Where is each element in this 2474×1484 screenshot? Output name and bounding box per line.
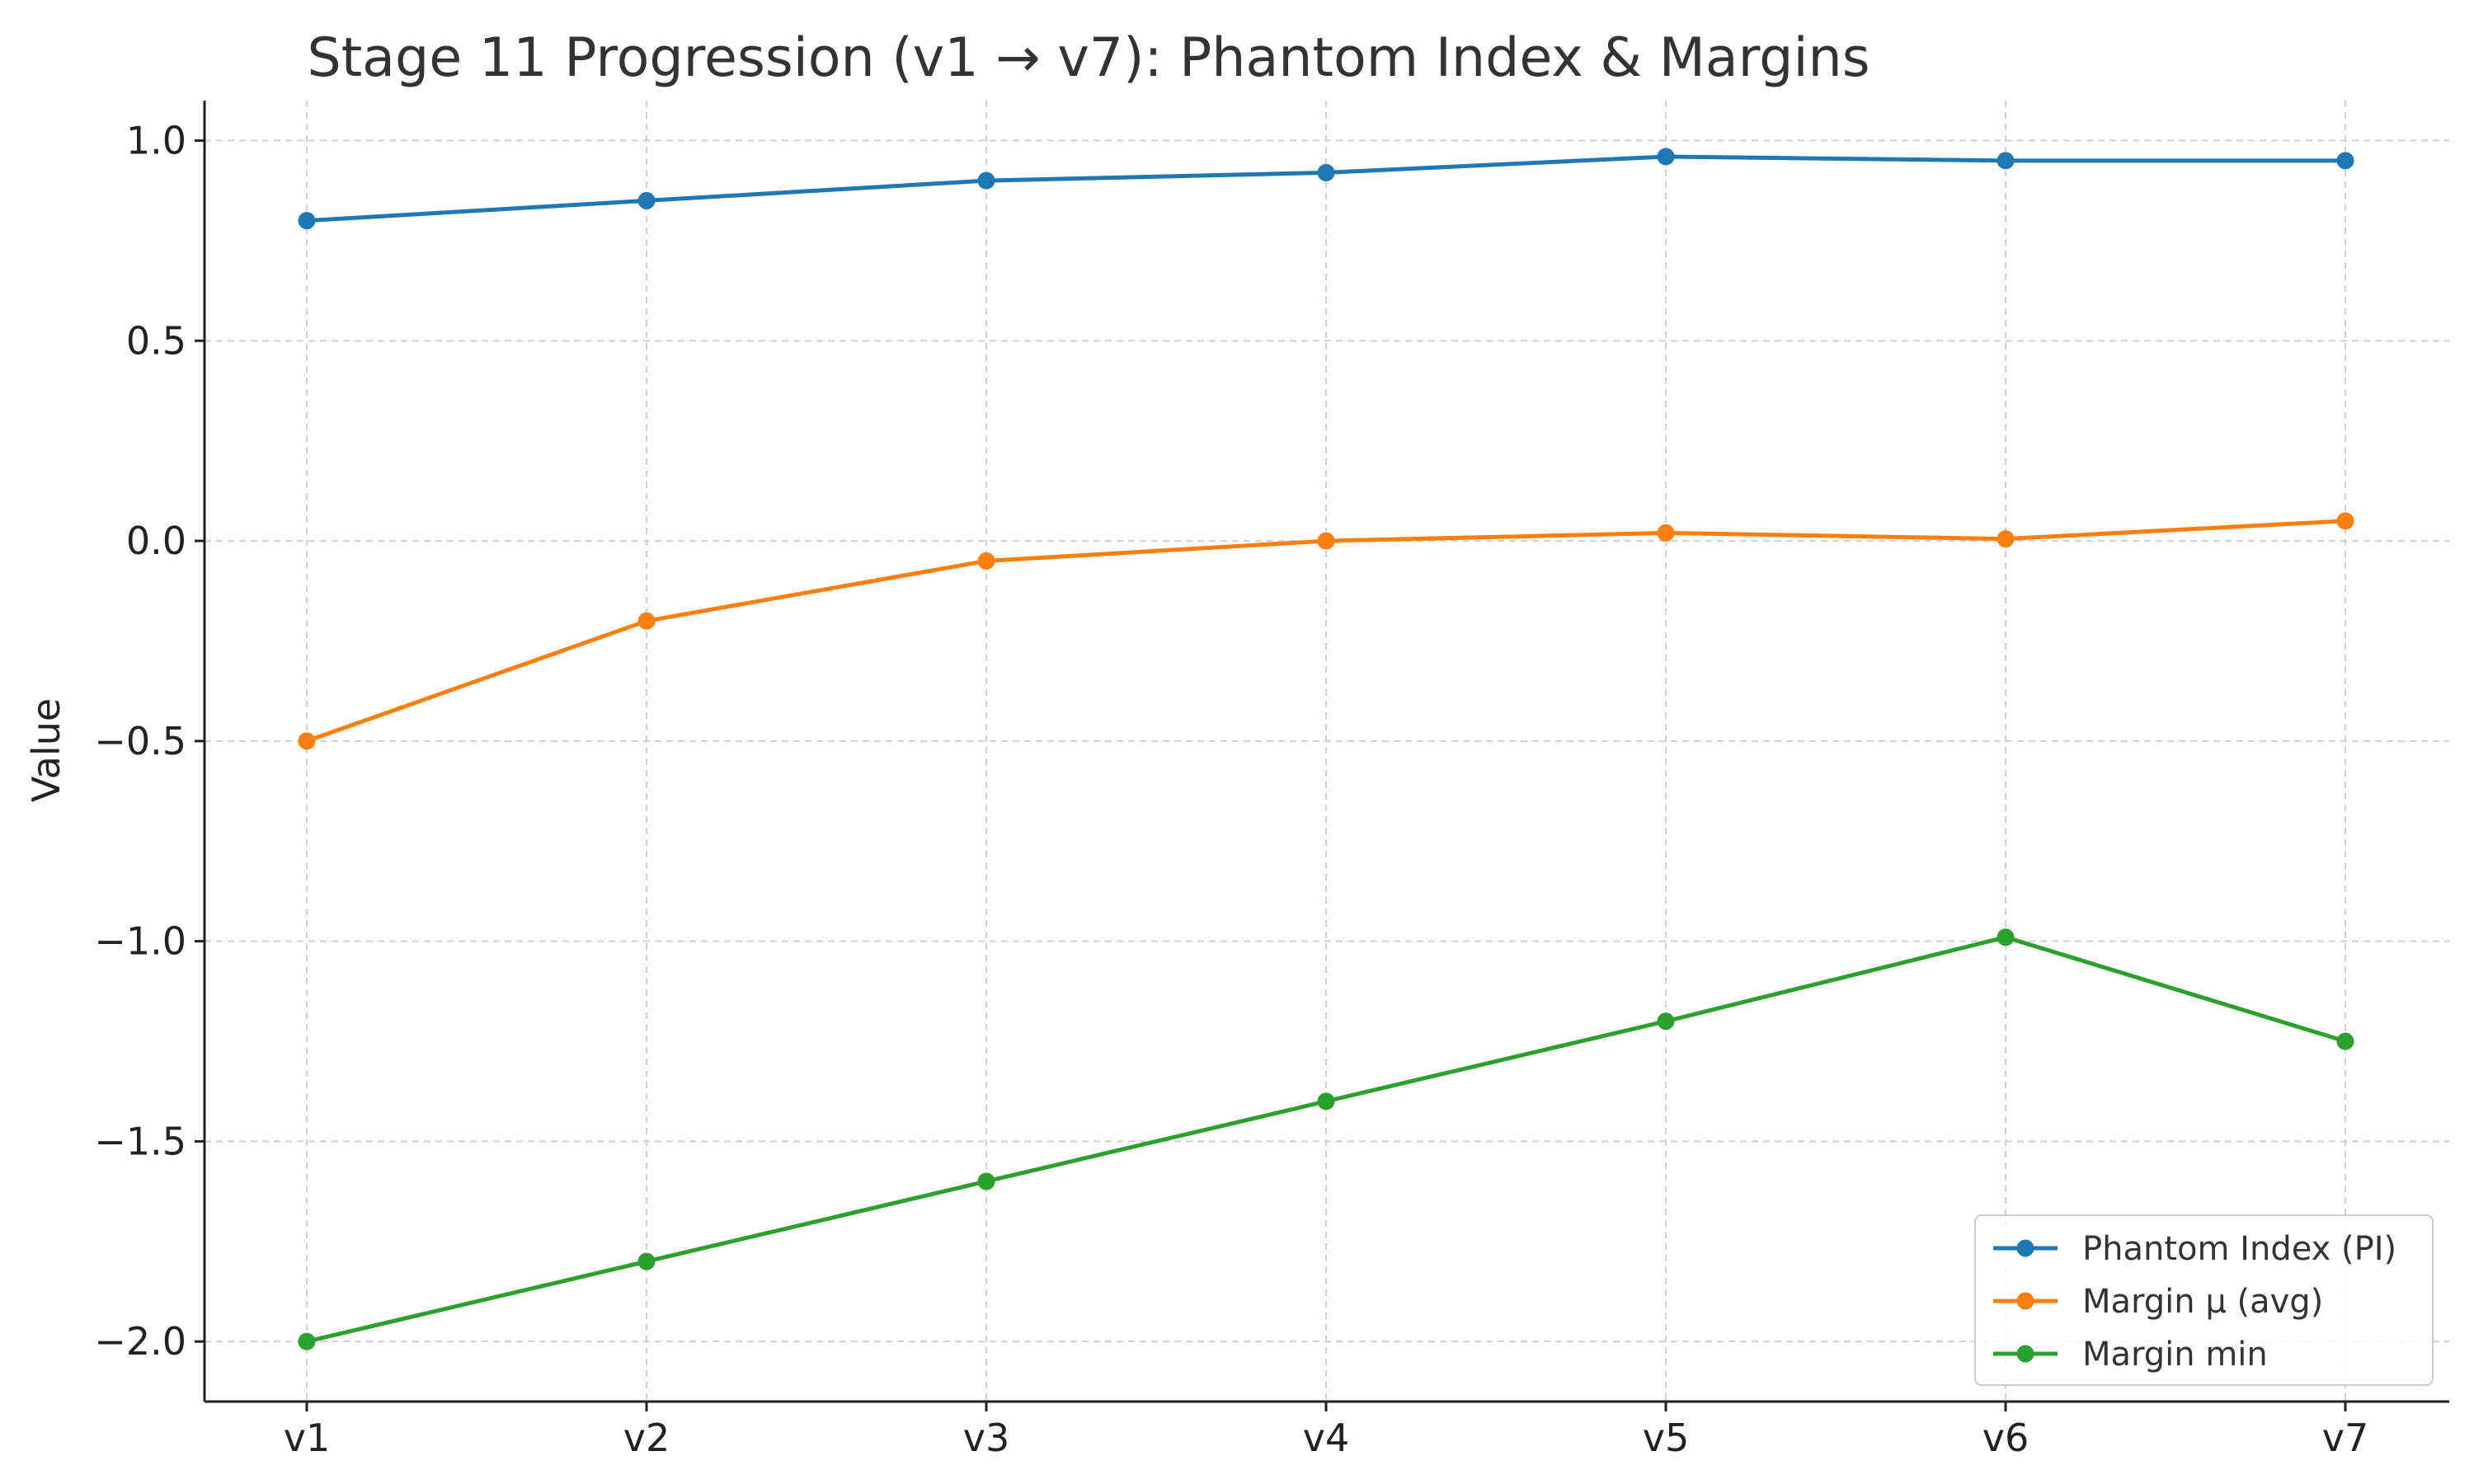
y-tick-label: 0.5 xyxy=(126,318,186,363)
x-tick-label: v3 xyxy=(963,1416,1010,1460)
legend-label: Phantom Index (PI) xyxy=(2082,1230,2396,1268)
data-point xyxy=(2336,152,2354,170)
y-tick-label: 1.0 xyxy=(126,119,186,163)
legend-swatch-marker xyxy=(2016,1239,2034,1257)
x-tick-label: v1 xyxy=(284,1416,331,1460)
data-point xyxy=(1657,148,1675,166)
y-tick-label: −1.0 xyxy=(94,919,186,964)
x-tick-label: v7 xyxy=(2322,1416,2369,1460)
series-2 xyxy=(298,512,2354,750)
legend-box xyxy=(1974,1214,2434,1386)
series-3 xyxy=(298,928,2354,1350)
data-point xyxy=(977,552,995,570)
x-tick-label: v4 xyxy=(1303,1416,1350,1460)
data-point xyxy=(1317,163,1335,181)
y-tick-label: −0.5 xyxy=(94,719,186,763)
legend: Phantom Index (PI) Margin μ (avg) Margin m… xyxy=(1974,1214,2434,1386)
axes: 1.0 0.5 0.0 −0.5 −1.0 −1.5 −2.0 v1 v2 v3 v4 v5 v6 v7 xyxy=(94,101,2449,1460)
data-point xyxy=(637,612,656,630)
data-point xyxy=(1657,1012,1675,1031)
y-axis-label: Value xyxy=(24,698,68,802)
data-point xyxy=(1997,928,2015,946)
data-point xyxy=(1317,1092,1335,1111)
legend-item: Margin μ (avg) xyxy=(1993,1283,2323,1321)
y-tick-label: 0.0 xyxy=(126,519,186,563)
data-point xyxy=(977,1172,995,1190)
data-point xyxy=(298,732,316,750)
x-tick-label: v2 xyxy=(623,1416,670,1460)
data-point xyxy=(2336,1032,2354,1050)
data-point xyxy=(1997,530,2015,548)
data-point xyxy=(1657,524,1675,542)
data-point xyxy=(637,191,656,209)
y-tick-label: −1.5 xyxy=(94,1119,186,1163)
data-point xyxy=(977,171,995,190)
x-tick-label: v5 xyxy=(1643,1416,1690,1460)
legend-item: Margin min xyxy=(1993,1336,2268,1374)
legend-swatch-marker xyxy=(2016,1345,2034,1363)
data-point xyxy=(637,1252,656,1270)
legend-swatch-marker xyxy=(2016,1292,2034,1310)
data-point xyxy=(1997,152,2015,170)
series-layer xyxy=(298,148,2354,1350)
legend-label: Margin μ (avg) xyxy=(2082,1283,2323,1321)
legend-item: Phantom Index (PI) xyxy=(1993,1230,2396,1268)
series-1 xyxy=(298,148,2354,230)
y-tick-label: −2.0 xyxy=(94,1319,186,1364)
x-tick-label: v6 xyxy=(1982,1416,2030,1460)
data-point xyxy=(2336,512,2354,530)
chart-title: Stage 11 Progression (v1 → v7): Phantom … xyxy=(307,27,1870,89)
data-point xyxy=(1317,532,1335,550)
legend-label: Margin min xyxy=(2082,1336,2268,1374)
data-point xyxy=(298,1332,316,1350)
grid-lines xyxy=(205,101,2449,1402)
data-point xyxy=(298,212,316,230)
